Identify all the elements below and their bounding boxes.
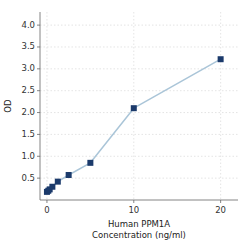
y-tick-label: 1.0 [21,151,35,161]
point [131,105,137,111]
y-tick-label: 4.0 [21,20,35,30]
point [66,172,72,178]
y-grid-line [40,156,238,157]
x-tick [133,200,134,203]
x-tick [220,200,221,203]
y-tick [37,156,40,157]
y-tick [37,25,40,26]
x-tick [46,200,47,203]
y-tick-label: 2.5 [21,85,35,95]
x-axis-label: Human PPM1AConcentration (ng/ml) [92,219,186,240]
y-tick [37,134,40,135]
point [218,56,224,62]
y-tick [37,68,40,69]
chart-svg: 0.5 1.0 1.5 2.0 2.5 3.0 3.5 4.0 0 10 20 Human PPM1A… [0,0,250,250]
y-axis-label: OD [3,99,13,113]
axes: 0.5 1.0 1.5 2.0 2.5 3.0 3.5 4.0 0 10 20 [21,12,238,215]
x-axis-label-line: Concentration (ng/ml) [92,230,186,240]
y-tick-label: 3.5 [21,41,35,51]
y-axis-line [40,12,41,200]
x-grid-line [46,12,47,200]
x-tick-label: 0 [44,205,49,215]
x-tick-label: 20 [215,205,226,215]
y-grid-line [40,134,238,135]
y-tick [37,178,40,179]
point [49,184,55,190]
chart-container: 0.5 1.0 1.5 2.0 2.5 3.0 3.5 4.0 0 10 20 Human PPM1A… [0,0,250,250]
y-tick-label: 1.5 [21,129,35,139]
y-tick [37,112,40,113]
x-axis-label-line: Human PPM1A [108,219,170,229]
x-axis-line [40,200,238,201]
y-tick [37,90,40,91]
y-grid-line [40,25,238,26]
y-grid-line [40,90,238,91]
x-tick-label: 10 [128,205,139,215]
y-tick-label: 3.0 [21,63,35,73]
line [47,59,221,192]
plot-data [44,56,224,195]
grid [40,12,238,200]
y-tick-label: 0.5 [21,173,35,183]
y-tick [37,46,40,47]
x-grid-line [220,12,221,200]
y-tick-label: 2.0 [21,107,35,117]
y-grid-line [40,112,238,113]
point [87,160,93,166]
y-grid-line [40,68,238,69]
point [55,179,61,185]
y-grid-line [40,46,238,47]
